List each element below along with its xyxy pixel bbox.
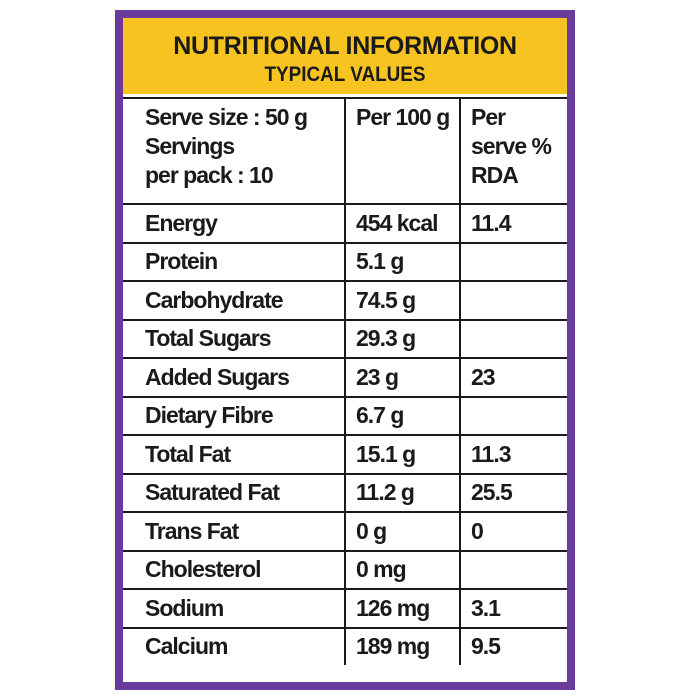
nutrient-row: Saturated Fat 11.2 g 25.5 bbox=[123, 472, 567, 513]
rda: 25.5 bbox=[459, 472, 567, 513]
column-header-line: Per 100 g bbox=[356, 104, 450, 130]
nutrient-row: Added Sugars 23 g 23 bbox=[123, 357, 567, 398]
rda: 9.5 bbox=[459, 626, 567, 665]
nutrient-name: Sodium bbox=[123, 588, 346, 629]
nutrient-name: Cholesterol bbox=[123, 549, 346, 590]
nutrient-name: Total Sugars bbox=[123, 318, 346, 359]
nutrient-name: Energy bbox=[123, 203, 346, 244]
title: NUTRITIONAL INFORMATION bbox=[173, 32, 517, 60]
nutrient-row: Protein 5.1 g bbox=[123, 241, 567, 282]
label-frame: NUTRITIONAL INFORMATION TYPICAL VALUES S… bbox=[115, 10, 575, 690]
column-header: Per serve % RDA bbox=[459, 97, 567, 205]
header-row: Serve size : 50 g Servings per pack : 10 Pe… bbox=[123, 97, 567, 205]
rda bbox=[459, 318, 567, 359]
per-100g: 11.2 g bbox=[344, 472, 461, 513]
per-100g: 74.5 g bbox=[344, 280, 461, 321]
rda: 11.3 bbox=[459, 434, 567, 475]
nutrient-name: Calcium bbox=[123, 626, 346, 665]
rda bbox=[459, 241, 567, 282]
column-header-line: Servings bbox=[145, 133, 235, 159]
column-header-line: RDA bbox=[471, 162, 519, 188]
rda bbox=[459, 280, 567, 321]
column-header-line: serve % bbox=[471, 133, 552, 159]
nutrient-row: Dietary Fibre 6.7 g bbox=[123, 395, 567, 436]
column-header-line: Serve size : 50 g bbox=[145, 104, 308, 130]
nutrient-row: Sodium 126 mg 3.1 bbox=[123, 588, 567, 629]
rda: 11.4 bbox=[459, 203, 567, 244]
rda: 0 bbox=[459, 511, 567, 552]
nutrient-name: Dietary Fibre bbox=[123, 395, 346, 436]
per-100g: 126 mg bbox=[344, 588, 461, 629]
rda bbox=[459, 395, 567, 436]
per-100g: 0 mg bbox=[344, 549, 461, 590]
rda bbox=[459, 549, 567, 590]
subtitle: TYPICAL VALUES bbox=[264, 63, 426, 86]
nutrient-row: Energy 454 kcal 11.4 bbox=[123, 203, 567, 244]
nutrient-row: Carbohydrate 74.5 g bbox=[123, 280, 567, 321]
nutrition-table: Serve size : 50 g Servings per pack : 10 Pe… bbox=[123, 97, 567, 665]
nutrient-name: Protein bbox=[123, 241, 346, 282]
column-header-line: Per bbox=[471, 104, 506, 130]
column-header: Per 100 g bbox=[344, 97, 461, 205]
per-100g: 6.7 g bbox=[344, 395, 461, 436]
header: NUTRITIONAL INFORMATION TYPICAL VALUES bbox=[123, 18, 567, 94]
per-100g: 0 g bbox=[344, 511, 461, 552]
nutrient-row: Calcium 189 mg 9.5 bbox=[123, 626, 567, 665]
nutrient-name: Trans Fat bbox=[123, 511, 346, 552]
nutrient-name: Total Fat bbox=[123, 434, 346, 475]
nutrient-name: Added Sugars bbox=[123, 357, 346, 398]
column-header: Serve size : 50 g Servings per pack : 10 bbox=[123, 97, 346, 205]
per-100g: 23 g bbox=[344, 357, 461, 398]
nutrient-name: Saturated Fat bbox=[123, 472, 346, 513]
nutrient-row: Total Fat 15.1 g 11.3 bbox=[123, 434, 567, 475]
nutrient-name: Carbohydrate bbox=[123, 280, 346, 321]
rda: 23 bbox=[459, 357, 567, 398]
per-100g: 29.3 g bbox=[344, 318, 461, 359]
per-100g: 15.1 g bbox=[344, 434, 461, 475]
nutrient-row: Total Sugars 29.3 g bbox=[123, 318, 567, 359]
table-body: Serve size : 50 g Servings per pack : 10 Pe… bbox=[123, 97, 567, 665]
per-100g: 189 mg bbox=[344, 626, 461, 665]
per-100g: 5.1 g bbox=[344, 241, 461, 282]
column-header-line: per pack : 10 bbox=[145, 162, 274, 188]
per-100g: 454 kcal bbox=[344, 203, 461, 244]
rda: 3.1 bbox=[459, 588, 567, 629]
nutrient-row: Cholesterol 0 mg bbox=[123, 549, 567, 590]
